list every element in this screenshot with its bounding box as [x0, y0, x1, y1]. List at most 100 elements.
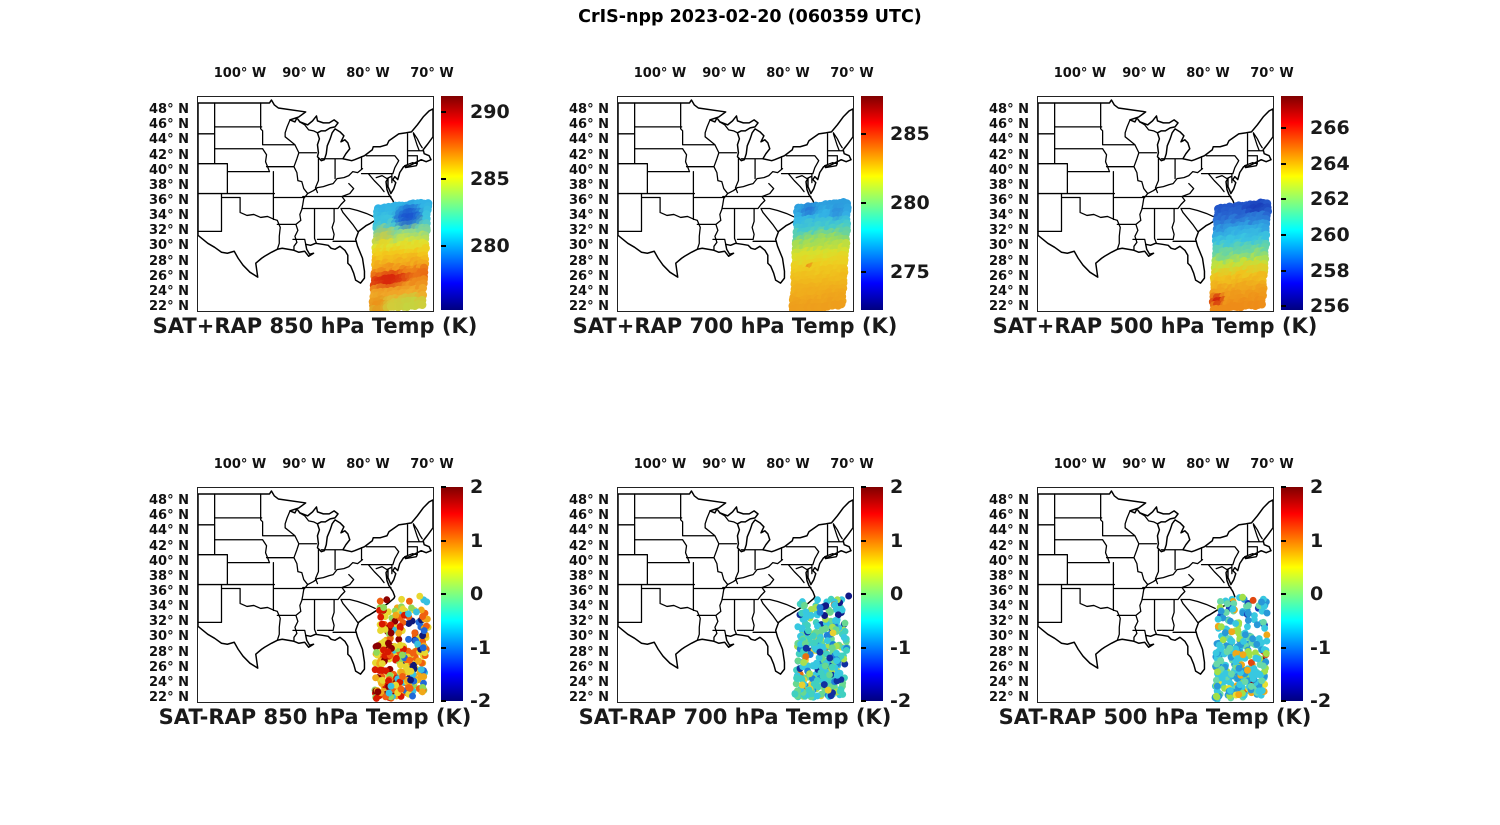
us-state-map — [618, 490, 853, 701]
colorbar-tick-label: 1 — [470, 529, 484, 552]
lat-tick-label: 42° N — [149, 148, 189, 163]
colorbar — [1281, 96, 1303, 310]
colorbar-tick — [441, 646, 446, 649]
lon-tick-label: 80° W — [1186, 457, 1230, 472]
colorbar-tick — [861, 271, 866, 274]
lat-tick-label: 46° N — [149, 117, 189, 132]
lat-tick-label: 46° N — [989, 508, 1029, 523]
lat-tick-label: 26° N — [989, 660, 1029, 675]
lat-tick-label: 30° N — [149, 629, 189, 644]
lat-tick-label: 34° N — [569, 208, 609, 223]
colorbar-tick — [441, 486, 446, 488]
lat-tick-label: 42° N — [149, 539, 189, 554]
satellite-swath — [368, 198, 433, 311]
us-state-map — [198, 490, 433, 702]
lon-tick-label: 90° W — [702, 66, 746, 81]
panel-sat-plus-rap-500: SAT+RAP 500 hPa Temp (K) 100° W 90° W 80° … — [989, 66, 1350, 338]
lat-tick-label: 40° N — [989, 554, 1029, 569]
map-frame — [1037, 96, 1274, 312]
lat-tick-label: 46° N — [149, 508, 189, 523]
colorbar-tick — [1281, 127, 1286, 130]
lat-tick-label: 28° N — [149, 645, 189, 660]
colorbar-tick — [1281, 269, 1286, 272]
map-frame — [197, 487, 434, 703]
colorbar-tick — [441, 539, 446, 542]
colorbar-tick-label: 280 — [470, 234, 510, 257]
lat-tick-label: 24° N — [569, 675, 609, 690]
lat-tick-label: 46° N — [569, 508, 609, 523]
lat-tick-label: 40° N — [569, 163, 609, 178]
panel-title: SAT+RAP 500 hPa Temp (K) — [992, 314, 1318, 338]
colorbar — [1281, 487, 1303, 701]
colorbar-tick — [441, 244, 446, 247]
lat-tick-label: 24° N — [989, 284, 1029, 299]
lon-tick-label: 80° W — [346, 66, 390, 81]
lat-tick-label: 48° N — [569, 493, 609, 508]
colorbar-tick — [441, 700, 446, 702]
lat-tick-label: 24° N — [149, 284, 189, 299]
satellite-swath — [1211, 593, 1271, 702]
colorbar-tick — [441, 111, 446, 114]
lat-tick-label: 26° N — [149, 660, 189, 675]
colorbar-tick-label: 2 — [890, 476, 904, 498]
lat-tick-label: 22° N — [149, 690, 189, 705]
lat-tick-label: 48° N — [989, 102, 1029, 117]
panel-sat-plus-rap-850: SAT+RAP 850 hPa Temp (K) 100° W 90° W 80° … — [149, 66, 510, 338]
lat-tick-label: 44° N — [149, 132, 189, 147]
colorbar-tick — [861, 132, 866, 135]
lat-tick-label: 48° N — [149, 493, 189, 508]
lat-tick-label: 34° N — [989, 599, 1029, 614]
us-state-map — [198, 99, 433, 311]
lat-tick-label: 26° N — [989, 269, 1029, 284]
colorbar-tick-label: 275 — [890, 261, 930, 284]
lat-tick-label: 32° N — [989, 614, 1029, 629]
colorbar-tick — [1281, 700, 1286, 702]
lat-tick-label: 46° N — [569, 117, 609, 132]
colorbar-tick-label: -1 — [470, 636, 492, 659]
lat-tick-label: 32° N — [149, 614, 189, 629]
panel-sat-minus-rap-850: SAT-RAP 850 hPa Temp (K) 100° W 90° W 80° … — [149, 457, 491, 729]
colorbar — [861, 96, 883, 310]
colorbar-tick — [861, 486, 866, 488]
lon-tick-label: 90° W — [282, 66, 326, 81]
colorbar-tick-label: 285 — [470, 167, 510, 190]
panel-sat-minus-rap-500: SAT-RAP 500 hPa Temp (K) 100° W 90° W 80° … — [989, 457, 1331, 729]
lat-tick-label: 26° N — [569, 660, 609, 675]
lat-tick-label: 26° N — [569, 269, 609, 284]
panel-sat-plus-rap-700: SAT+RAP 700 hPa Temp (K) 100° W 90° W 80° … — [569, 66, 930, 338]
lat-tick-label: 26° N — [149, 269, 189, 284]
lat-tick-label: 36° N — [569, 584, 609, 599]
lon-tick-label: 90° W — [702, 457, 746, 472]
colorbar-tick-label: 280 — [890, 192, 930, 214]
lat-tick-label: 40° N — [569, 554, 609, 569]
lat-tick-label: 38° N — [149, 569, 189, 584]
lat-tick-label: 22° N — [569, 299, 609, 314]
colorbar-tick-label: 266 — [1310, 117, 1350, 140]
lat-tick-label: 36° N — [149, 584, 189, 599]
colorbar-tick-label: 264 — [1310, 152, 1350, 175]
panel-title: SAT-RAP 850 hPa Temp (K) — [158, 705, 472, 729]
satellite-swath — [791, 592, 853, 701]
satellite-swath — [371, 592, 432, 702]
lat-tick-label: 44° N — [989, 132, 1029, 147]
colorbar-tick-label: 260 — [1310, 224, 1350, 247]
lat-tick-label: 40° N — [149, 163, 189, 178]
lat-tick-label: 32° N — [989, 223, 1029, 238]
lat-tick-label: 46° N — [989, 117, 1029, 132]
colorbar-tick-label: 0 — [470, 583, 484, 605]
colorbar-tick — [1281, 486, 1286, 488]
lat-tick-label: 42° N — [989, 539, 1029, 554]
lat-tick-label: 38° N — [149, 178, 189, 193]
lat-tick-label: 40° N — [149, 554, 189, 569]
lat-tick-label: 22° N — [569, 690, 609, 705]
lon-tick-label: 80° W — [1186, 66, 1230, 81]
lon-tick-label: 70° W — [1250, 66, 1294, 81]
lat-tick-label: 38° N — [989, 178, 1029, 193]
lat-tick-label: 24° N — [149, 675, 189, 690]
colorbar-tick — [1281, 646, 1286, 649]
lat-tick-label: 22° N — [989, 690, 1029, 705]
lat-tick-label: 38° N — [989, 569, 1029, 584]
panel-title: SAT-RAP 500 hPa Temp (K) — [998, 705, 1312, 729]
colorbar-tick-label: 0 — [890, 583, 904, 605]
colorbar-tick — [441, 593, 446, 595]
